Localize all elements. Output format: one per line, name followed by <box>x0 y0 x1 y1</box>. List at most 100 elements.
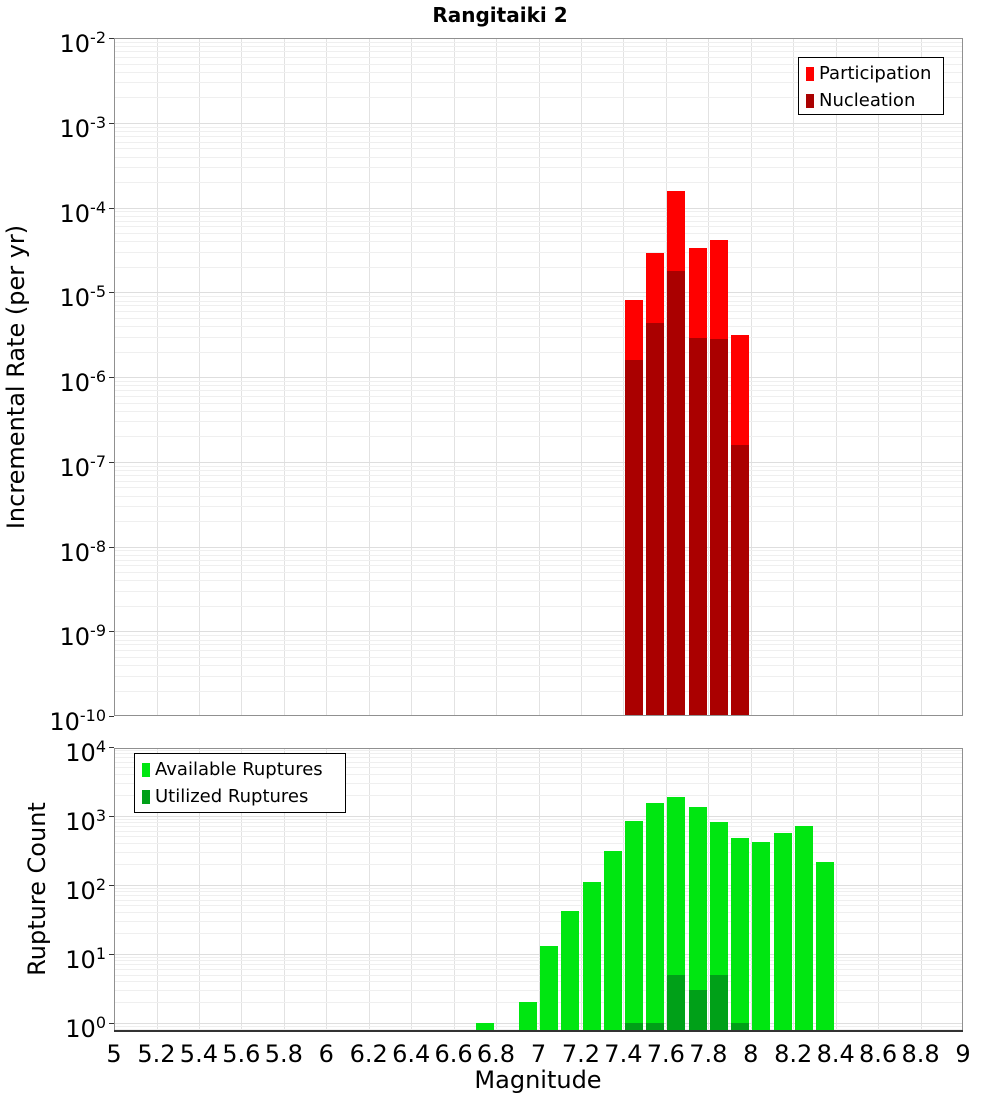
gridline-major <box>114 953 963 955</box>
gridline-minor <box>114 131 963 132</box>
bar-available-ruptures <box>540 945 559 1031</box>
gridline-vertical <box>368 748 370 1031</box>
gridline-minor <box>114 590 963 592</box>
legend-label-nucleation: Nucleation <box>819 90 916 111</box>
x-tick-label: 5.4 <box>179 1040 218 1068</box>
y-tick-label: 103 <box>65 805 106 836</box>
gridline-minor <box>114 226 963 228</box>
gridline-minor <box>114 126 963 128</box>
gridline-major <box>114 377 963 378</box>
gridline-vertical <box>708 748 710 1031</box>
bar-available-ruptures <box>603 850 622 1031</box>
gridline-minor <box>114 843 963 845</box>
y-tick-label: 10-6 <box>59 367 107 397</box>
bar-available-ruptures <box>582 881 601 1031</box>
gridline-minor <box>114 580 963 582</box>
x-axis-label: Magnitude <box>474 1066 602 1094</box>
y-tick <box>109 292 114 294</box>
gridline-minor <box>114 851 963 853</box>
bar-available-ruptures <box>624 820 644 1031</box>
y-tick-label: 10-8 <box>59 536 107 567</box>
bar-available-ruptures <box>667 797 686 1031</box>
gridline-minor <box>114 822 963 824</box>
y-tick-label: 102 <box>65 874 106 905</box>
x-tick-label: 6.8 <box>476 1040 516 1068</box>
gridline-vertical <box>453 748 455 1031</box>
gridline-minor <box>114 863 963 865</box>
gridline-major <box>114 1022 963 1024</box>
y-tick <box>109 38 114 39</box>
gridline-vertical <box>878 748 880 1031</box>
gridline-minor <box>114 761 963 763</box>
gridline-major <box>114 122 963 124</box>
y-tick <box>109 461 114 463</box>
gridline-minor <box>114 82 963 84</box>
gridline-vertical <box>623 748 625 1031</box>
gridline-minor <box>114 317 963 319</box>
gridline-minor <box>114 887 963 889</box>
gridline-minor <box>114 956 963 958</box>
legend-label-available-ruptures: Available Ruptures <box>155 759 323 780</box>
bar-available-ruptures <box>646 802 665 1031</box>
gridline-minor <box>114 506 963 508</box>
gridline-major <box>114 461 963 463</box>
gridline-minor <box>114 421 963 423</box>
gridline-minor <box>114 905 963 907</box>
gridline-minor <box>114 266 963 268</box>
gridline-minor <box>114 782 963 784</box>
gridline-minor <box>114 395 963 397</box>
x-tick-label: 6.4 <box>392 1040 431 1068</box>
x-tick-label: 7.2 <box>561 1040 601 1068</box>
gridline-minor <box>114 521 963 522</box>
bar-utilized-ruptures <box>646 1022 665 1031</box>
gridline-major <box>114 292 963 294</box>
gridline-major <box>114 815 963 817</box>
bar-nucleation <box>731 444 750 716</box>
gridline-minor <box>114 1025 963 1027</box>
gridline-minor <box>114 644 963 646</box>
gridline-vertical <box>835 748 837 1031</box>
gridline-minor <box>114 56 963 58</box>
legend-item-available-ruptures: Available Ruptures <box>142 756 338 783</box>
gridline-minor <box>114 554 963 556</box>
gridline-minor <box>114 41 963 43</box>
x-tick-label: 5.6 <box>222 1040 261 1068</box>
y-tick <box>109 815 114 817</box>
gridline-minor <box>114 390 963 392</box>
x-tick-label: 8 <box>743 1040 759 1068</box>
gridline-minor <box>114 831 963 832</box>
gridline-minor <box>114 981 963 983</box>
gridline-minor <box>114 436 963 438</box>
y-tick <box>109 546 114 548</box>
bar-nucleation <box>667 270 686 716</box>
gridline-minor <box>114 753 963 755</box>
gridline-minor <box>114 920 963 922</box>
plot-border <box>114 38 963 716</box>
gridline-minor <box>114 211 963 213</box>
gridline-vertical <box>326 748 328 1031</box>
x-tick-label: 6.2 <box>349 1040 388 1068</box>
gridline-minor <box>114 836 963 838</box>
gridline-minor <box>114 470 963 471</box>
gridline-minor <box>114 474 963 476</box>
gridline-minor <box>114 932 963 934</box>
gridline-minor <box>114 565 963 567</box>
gridline-minor <box>114 220 963 222</box>
y-tick-label: 100 <box>65 1012 106 1043</box>
gridline-minor <box>114 635 963 637</box>
gridline-minor <box>114 605 963 607</box>
x-tick-label: 9 <box>955 1040 971 1068</box>
bar-utilized-ruptures <box>688 989 707 1031</box>
y-tick-label: 10-7 <box>59 451 107 482</box>
gridline-vertical <box>283 748 285 1031</box>
bar-available-ruptures <box>561 910 580 1031</box>
y-tick <box>109 1022 114 1024</box>
bar-available-ruptures <box>794 825 813 1031</box>
gridline-minor <box>114 148 963 150</box>
gridline-minor <box>114 650 963 652</box>
gridline-minor <box>114 135 963 137</box>
bar-nucleation <box>688 337 707 716</box>
x-tick-label: 8.2 <box>774 1040 813 1068</box>
y-tick <box>109 746 114 748</box>
